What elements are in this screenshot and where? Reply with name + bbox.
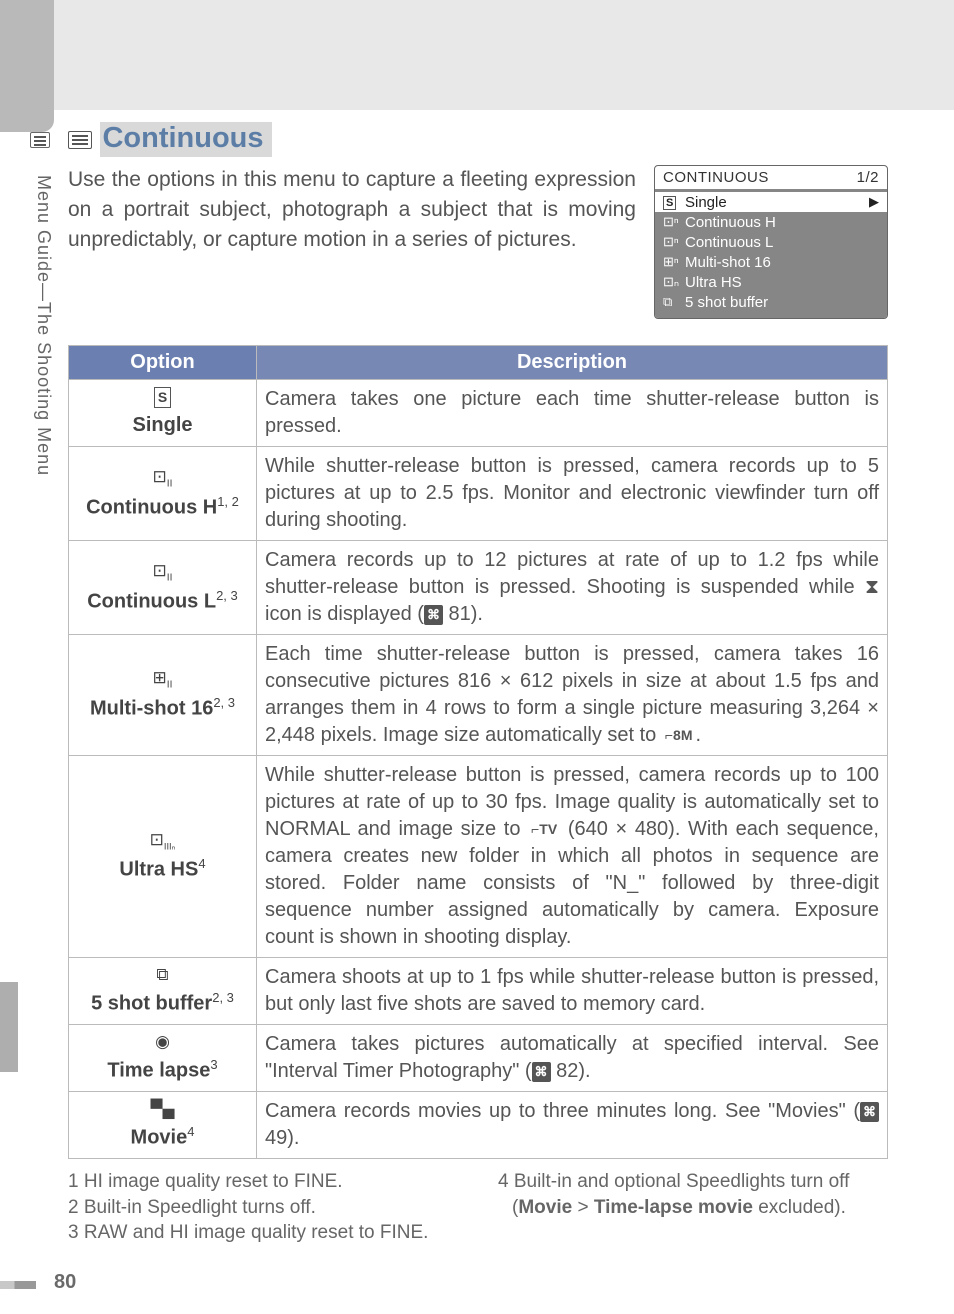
description-cell: Camera records movies up to three minute…: [257, 1092, 888, 1159]
top-gray-bar: [0, 0, 954, 110]
menu-preview-item: ⊡ⁿContinuous H: [655, 212, 887, 232]
table-row: ⊡IIContinuous L2, 3Camera records up to …: [69, 541, 888, 635]
option-cell: ⊡IIIₙUltra HS4: [69, 756, 257, 958]
intro-block: Use the options in this menu to capture …: [68, 165, 888, 319]
section-heading-row: Continuous: [68, 122, 888, 157]
section-icon: [68, 131, 92, 149]
menu-preview-title: CONTINUOUS: [663, 169, 769, 186]
description-cell: While shutter-release button is pressed,…: [257, 447, 888, 541]
menu-preview-paging: 1/2: [857, 169, 879, 186]
table-row: ⧉5 shot buffer2, 3Camera shoots at up to…: [69, 958, 888, 1025]
left-corner-tab: [0, 0, 54, 132]
intro-text: Use the options in this menu to capture …: [68, 165, 636, 319]
menu-preview-item: ⊡ⁿContinuous L: [655, 232, 887, 252]
left-edge-bar: [0, 982, 18, 1072]
footnotes-right: 4 Built-in and optional Speedlights turn…: [498, 1169, 888, 1246]
description-cell: Camera takes pictures automatically at s…: [257, 1025, 888, 1092]
menu-preview-item: ⊞ⁿMulti-shot 16: [655, 252, 887, 272]
description-cell: Each time shutter-release button is pres…: [257, 635, 888, 756]
page-content: Continuous Use the options in this menu …: [68, 122, 888, 1246]
table-row: ⊡IIIₙUltra HS4While shutter-release butt…: [69, 756, 888, 958]
description-cell: While shutter-release button is pressed,…: [257, 756, 888, 958]
section-title: Continuous: [100, 122, 271, 157]
options-table: Option Description SSingleCamera takes o…: [68, 345, 888, 1159]
menu-section-icon: [30, 130, 54, 151]
table-row: ◉Time lapse3Camera takes pictures automa…: [69, 1025, 888, 1092]
table-row: ▀▄Movie4Camera records movies up to thre…: [69, 1092, 888, 1159]
menu-preview: CONTINUOUS 1/2 SSingle▶⊡ⁿContinuous H⊡ⁿC…: [654, 165, 888, 319]
description-cell: Camera shoots at up to 1 fps while shutt…: [257, 958, 888, 1025]
menu-preview-header: CONTINUOUS 1/2: [655, 166, 887, 189]
option-cell: ⊡IIContinuous L2, 3: [69, 541, 257, 635]
footnotes-left: 1 HI image quality reset to FINE.2 Built…: [68, 1169, 458, 1246]
option-cell: SSingle: [69, 380, 257, 447]
footnote-line: 3 RAW and HI image quality reset to FINE…: [68, 1220, 458, 1246]
menu-preview-item: ⧉5 shot buffer: [655, 292, 887, 312]
menu-preview-item: ⊡ₙUltra HS: [655, 272, 887, 292]
option-cell: ◉Time lapse3: [69, 1025, 257, 1092]
table-row: SSingleCamera takes one picture each tim…: [69, 380, 888, 447]
description-cell: Camera takes one picture each time shutt…: [257, 380, 888, 447]
option-cell: ▀▄Movie4: [69, 1092, 257, 1159]
option-cell: ⧉5 shot buffer2, 3: [69, 958, 257, 1025]
table-row: ⊞IIMulti-shot 162, 3Each time shutter-re…: [69, 635, 888, 756]
option-cell: ⊡IIContinuous H1, 2: [69, 447, 257, 541]
table-row: ⊡IIContinuous H1, 2While shutter-release…: [69, 447, 888, 541]
page-number-accent: [0, 1281, 36, 1289]
table-header-description: Description: [257, 346, 888, 380]
footnote-line: 1 HI image quality reset to FINE.: [68, 1169, 458, 1195]
menu-preview-item: SSingle▶: [655, 192, 887, 212]
table-header-option: Option: [69, 346, 257, 380]
footnote-line: 2 Built-in Speedlight turns off.: [68, 1195, 458, 1221]
page-number: 80: [54, 1271, 76, 1294]
option-cell: ⊞IIMulti-shot 162, 3: [69, 635, 257, 756]
side-running-head: Menu Guide—The Shooting Menu: [33, 175, 54, 476]
footnote-line: 4 Built-in and optional Speedlights turn…: [498, 1169, 888, 1220]
menu-preview-list: SSingle▶⊡ⁿContinuous H⊡ⁿContinuous L⊞ⁿMu…: [655, 189, 887, 318]
footnotes: 1 HI image quality reset to FINE.2 Built…: [68, 1169, 888, 1246]
description-cell: Camera records up to 12 pictures at rate…: [257, 541, 888, 635]
